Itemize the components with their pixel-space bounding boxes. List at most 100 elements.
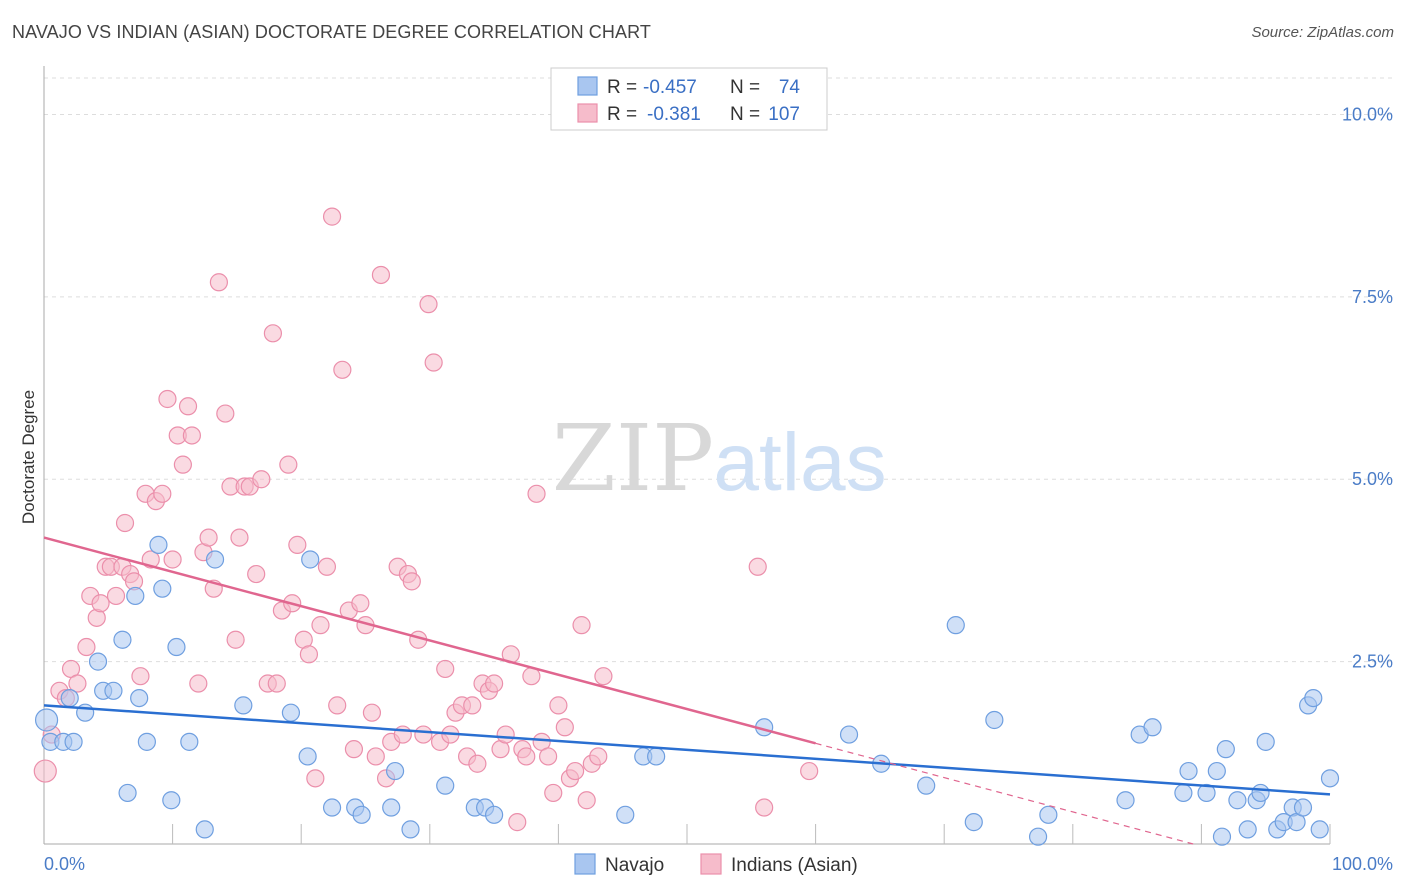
navajo-point [113,630,132,649]
navajo-point [34,708,59,732]
navajo-point [485,805,504,824]
legend-swatch-navajo [577,76,598,96]
indian-point [414,725,433,744]
navajo-point [104,681,123,700]
legend-swatch-indian [577,103,598,123]
indian-point [419,295,438,314]
navajo-point [839,725,859,744]
bottom-legend-swatch-indian [700,853,722,875]
legend-r-label: R = [607,77,637,98]
navajo-point [1174,783,1193,803]
navajo-point [1251,783,1270,803]
indian-point [158,389,177,409]
legend-n-label: N = [730,77,760,98]
navajo-point [1179,761,1198,781]
navajo-point [322,798,342,817]
indian-point [508,813,527,832]
indian-point [800,761,819,781]
indian-point [577,791,596,810]
navajo-point [88,652,108,671]
indian-point [544,783,563,803]
indian-point [333,360,352,379]
legend-r-indian: -0.381 [647,104,701,125]
navajo-point [234,696,253,715]
navajo-point [301,550,320,569]
indian-point [322,207,342,226]
indian-point [436,659,455,679]
indian-point [496,725,515,744]
indian-point [173,455,192,474]
navajo-point [64,732,83,751]
navajo-point [205,550,225,569]
watermark: ZIP atlas [552,405,887,512]
navajo-point [1304,688,1323,708]
indian-point [209,273,228,292]
navajo-points [34,535,1340,846]
y-tick-label: 7.5% [1352,287,1393,307]
navajo-point [964,813,983,832]
indian-point [199,528,218,547]
indian-point [485,674,504,693]
indian-point [549,696,568,715]
indian-point [594,667,613,686]
navajo-point [1197,783,1216,803]
y-tick-label: 10.0% [1342,104,1393,124]
x-tick-label: 100.0% [1332,854,1393,874]
legend-n-label: N = [730,104,760,125]
navajo-point [1216,740,1235,759]
indian-point [463,696,482,715]
navajo-point [382,798,401,817]
navajo-point [162,791,181,810]
indian-point [317,557,337,576]
indian-point [328,696,347,715]
watermark-zip: ZIP [552,405,714,512]
indian-point [589,747,608,766]
navajo-point [1256,732,1275,751]
indian-point [216,404,235,423]
navajo-point [137,732,156,751]
bottom-legend-indian: Indians (Asian) [731,855,858,876]
navajo-point [149,535,168,554]
bottom-legend: Navajo Indians (Asian) [574,853,858,876]
indian-point [755,798,774,817]
indian-point [311,616,330,635]
navajo-point [1207,761,1226,781]
indian-point [424,353,443,372]
indian-point [68,674,87,693]
navajo-point [385,761,405,781]
navajo-point [1039,805,1058,824]
navajo-point [60,688,79,708]
indian-point [189,674,208,693]
indian-point [402,572,421,591]
indian-point [344,740,364,759]
navajo-point [1143,718,1162,737]
indian-point [115,513,135,533]
navajo-point [985,710,1004,730]
watermark-atlas: atlas [713,417,886,508]
x-tick-label: 0.0% [44,854,85,874]
navajo-point [1212,827,1232,846]
navajo-point [118,783,137,803]
navajo-point [180,732,199,751]
indian-point [366,747,385,766]
navajo-point [1238,820,1257,839]
indian-point [153,484,172,503]
indian-point [748,557,767,576]
navajo-point [126,586,145,606]
navajo-trend-line [43,704,1331,796]
indian-trend-extension [815,742,1194,845]
trend-lines [43,536,1331,845]
navajo-point [1228,791,1247,810]
navajo-point [281,703,301,722]
navajo-point [401,820,420,839]
indian-point [178,397,198,416]
indian-point [527,484,546,503]
indian-point [555,718,574,737]
legend-n-indian: 107 [768,104,800,125]
legend-box: R = -0.457 N = 74 R = -0.381 N = 107 [550,67,828,131]
indian-point [77,637,96,657]
indian-point [468,754,487,773]
legend-r-navajo: -0.457 [643,77,697,98]
navajo-point [647,747,666,766]
indian-point [226,630,245,649]
